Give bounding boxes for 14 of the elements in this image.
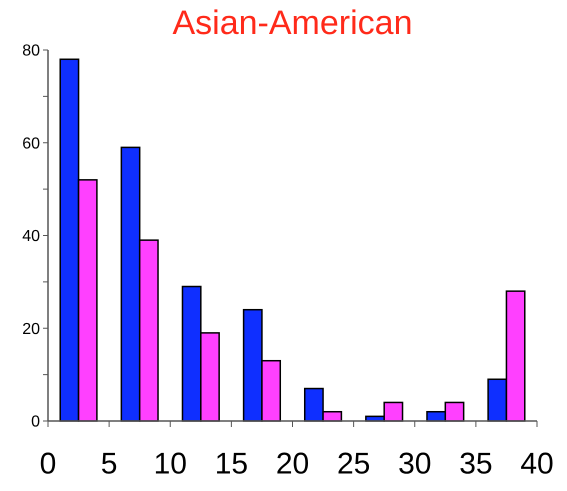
x-tick-label: 20 [276,448,310,480]
x-tick-label: 15 [214,448,248,480]
x-tick-label: 25 [336,448,370,480]
chart-title: Asian-American [172,4,412,42]
x-tick-label: 5 [100,448,118,480]
y-tick-label: 0 [31,414,40,431]
y-tick-label: 60 [22,135,40,152]
x-tick-label: 30 [398,448,432,480]
y-tick-label: 40 [22,228,40,246]
x-tick-label: 35 [459,448,493,480]
x-tick-label: 40 [520,448,554,480]
x-tick-label: 10 [154,448,187,480]
y-tick-label: 80 [22,42,40,60]
y-tick-label: 20 [22,320,40,338]
